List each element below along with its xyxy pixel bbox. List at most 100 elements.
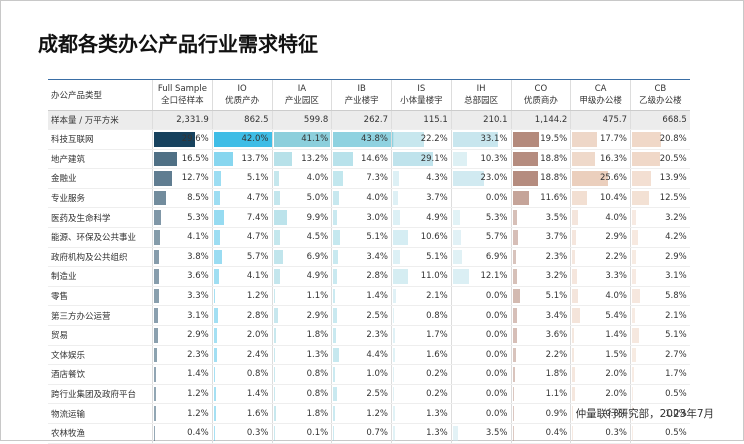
cell-value: 9.9% (307, 213, 329, 223)
cell-value: 6.9% (307, 252, 329, 262)
data-bar (333, 269, 337, 284)
cell-value: 4.0% (605, 291, 627, 301)
data-bar (333, 387, 336, 402)
data-bar (333, 191, 339, 206)
cell-value: 0.0% (486, 369, 508, 379)
data-bar (274, 250, 284, 265)
cell-value: 16.3% (600, 154, 627, 164)
row-label: 农林牧渔 (48, 424, 152, 443)
cell: 4.0% (570, 287, 630, 306)
data-bar (632, 230, 638, 245)
cell: 0.0% (451, 306, 511, 325)
data-bar (274, 191, 281, 206)
cell-value: 210.1 (483, 115, 507, 125)
cell-value: 5.0% (307, 193, 329, 203)
cell: 0.4% (511, 424, 571, 443)
cell: 6.9% (272, 248, 332, 267)
data-bar (154, 387, 156, 402)
cell: 115.1 (391, 111, 451, 129)
cell-value: 1.2% (247, 291, 269, 301)
cell: 0.0% (451, 189, 511, 208)
data-bar (572, 152, 594, 167)
cell-value: 12.5% (660, 193, 687, 203)
cell-value: 0.5% (665, 428, 687, 438)
data-bar (393, 250, 400, 265)
data-bar (214, 210, 224, 225)
data-bar (632, 387, 633, 402)
column-code: CA (595, 83, 607, 95)
cell: 5.7% (451, 228, 511, 247)
cell: 0.9% (511, 404, 571, 423)
cell: 1.3% (391, 424, 451, 443)
cell: 2.5% (331, 306, 391, 325)
data-bar (214, 269, 220, 284)
cell: 3.7% (391, 189, 451, 208)
cell: 0.0% (451, 287, 511, 306)
cell: 7.3% (331, 169, 391, 188)
cell: 4.2% (630, 228, 690, 247)
cell-value: 5.4% (605, 311, 627, 321)
data-bar (513, 406, 514, 421)
data-bar (513, 289, 520, 304)
data-bar (274, 152, 292, 167)
data-bar (154, 152, 177, 167)
cell-value: 3.2% (546, 271, 568, 281)
row-label: 能源、环保及公共事业 (48, 228, 152, 247)
cell-value: 1.2% (366, 409, 388, 419)
cell: 2.9% (570, 228, 630, 247)
data-bar (513, 269, 517, 284)
row-label: 贸易 (48, 326, 152, 345)
data-bar (632, 348, 636, 363)
data-bar (572, 210, 578, 225)
cell-value: 17.7% (600, 134, 627, 144)
cell-value: 3.3% (187, 291, 209, 301)
data-bar (333, 171, 343, 186)
cell: 0.0% (451, 326, 511, 345)
cell-value: 1.4% (366, 291, 388, 301)
data-bar (274, 308, 278, 323)
data-bar (214, 387, 216, 402)
cell: 0.5% (630, 385, 690, 404)
cell-value: 1.2% (187, 409, 209, 419)
cell: 0.7% (331, 424, 391, 443)
cell-value: 18.8% (540, 173, 567, 183)
cell-value: 5.1% (426, 252, 448, 262)
cell-value: 0.4% (546, 428, 568, 438)
data-bar (632, 269, 636, 284)
cell: 2.9% (152, 326, 212, 345)
cell: 1.8% (272, 404, 332, 423)
cell-value: 0.0% (486, 193, 508, 203)
cell-value: 1.3% (307, 350, 329, 360)
cell: 1.0% (331, 365, 391, 384)
cell-value: 4.1% (187, 232, 209, 242)
cell: 33.1% (451, 130, 511, 149)
cell: 4.7% (212, 189, 272, 208)
row-label: 政府机构及公共组织 (48, 248, 152, 267)
row-label: 文体娱乐 (48, 346, 152, 365)
cell-value: 2,331.9 (176, 115, 208, 125)
cell-value: 3.7% (426, 193, 448, 203)
cell: 2.0% (212, 326, 272, 345)
cell-value: 1.1% (546, 389, 568, 399)
data-bar (513, 348, 516, 363)
cell-value: 0.2% (426, 389, 448, 399)
cell-value: 0.8% (307, 369, 329, 379)
cell-value: 1,144.2 (535, 115, 567, 125)
data-bar (453, 250, 463, 265)
column-code: Full Sample (158, 83, 207, 95)
cell-value: 19.5% (540, 134, 567, 144)
data-bar (393, 230, 408, 245)
data-bar (632, 367, 634, 382)
data-bar (333, 328, 336, 343)
cell: 4.1% (152, 228, 212, 247)
column-code: IS (417, 83, 425, 95)
cell: 3.8% (152, 248, 212, 267)
cell: 13.7% (212, 150, 272, 169)
cell: 4.3% (391, 169, 451, 188)
data-bar (333, 152, 353, 167)
